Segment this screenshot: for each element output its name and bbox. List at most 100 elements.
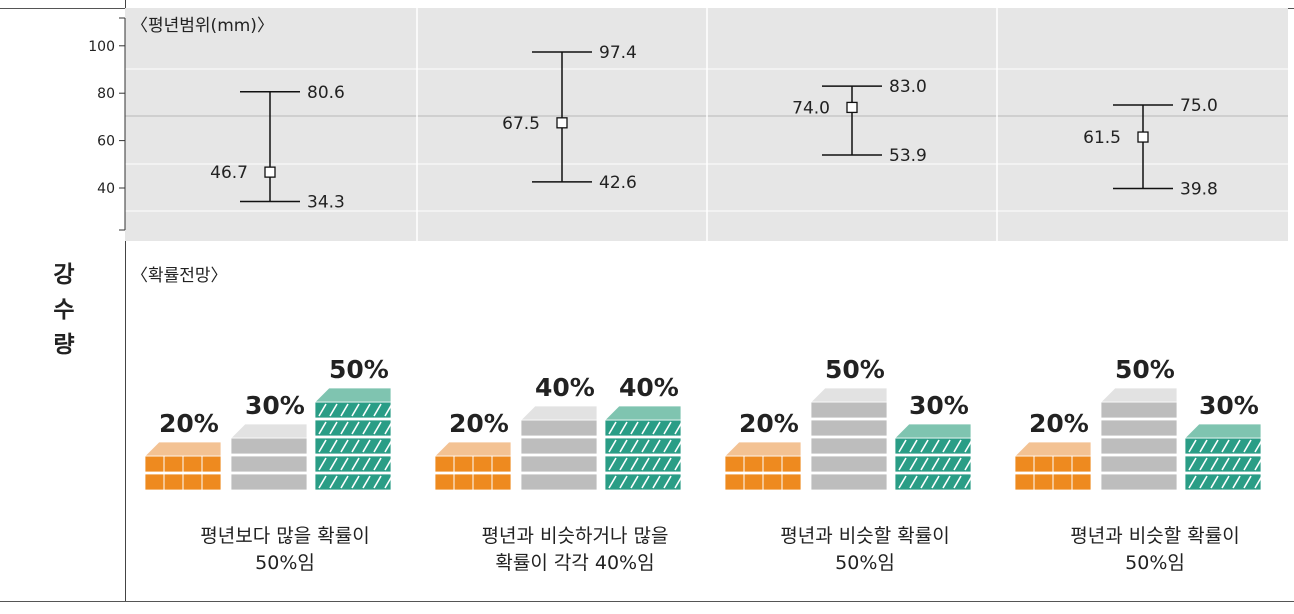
block-hatch [1210, 475, 1219, 489]
probability-blocks [725, 387, 973, 491]
probability-percent-label: 20% [739, 409, 799, 438]
block-hatch [652, 421, 661, 435]
block-hatch [1210, 439, 1219, 453]
block-hatch [362, 475, 371, 489]
block-slab [810, 455, 888, 473]
block-hatch [362, 457, 371, 471]
block-hatch [674, 457, 683, 471]
mid-value-label: 61.5 [1083, 128, 1121, 148]
mid-value-label: 46.7 [210, 163, 248, 183]
probability-percent-label: 30% [909, 391, 969, 420]
block-hatch [1232, 439, 1241, 453]
block-hatch [351, 403, 360, 417]
block-hatch [318, 457, 327, 471]
probability-group: 평년보다 많을 확률이 50%임 20% 30% 50% [145, 320, 425, 590]
block-slab [604, 473, 682, 491]
block-hatch [931, 475, 940, 489]
y-tick-label: 80 [97, 86, 115, 102]
block-hatch [652, 439, 661, 453]
block-hatch [942, 439, 951, 453]
block-hatch [351, 457, 360, 471]
block-hatch [384, 457, 393, 471]
block-slab [1100, 437, 1178, 455]
range-chart-title: 〈평년범위(mm)〉 [131, 16, 274, 36]
block-slab [314, 473, 392, 491]
caption-line: 평년보다 많을 확률이 [200, 525, 370, 547]
probability-group: 평년과 비슷하거나 많을 확률이 각각 40%임 20% 40% 40% [435, 320, 715, 590]
block-slab [1100, 473, 1178, 491]
block-hatch [630, 457, 639, 471]
block-hatch [641, 457, 650, 471]
probability-percent-label: 40% [535, 373, 595, 402]
block-top [230, 423, 308, 439]
block-hatch [329, 421, 338, 435]
block-hatch [1188, 439, 1197, 453]
range-mid-marker [846, 101, 858, 114]
block-hatch [340, 457, 349, 471]
bottom-rule [0, 601, 1294, 602]
block-hatch [318, 403, 327, 417]
block-hatch [674, 421, 683, 435]
block-slab [230, 455, 308, 473]
block-top [145, 441, 222, 457]
range-mid-marker [556, 117, 568, 129]
probability-caption: 평년과 비슷하거나 많을 확률이 각각 40%임 [435, 523, 715, 577]
upper-value-label: 97.4 [599, 43, 637, 63]
block-hatch [1243, 475, 1252, 489]
block-hatch [1221, 457, 1230, 471]
block-hatch [674, 475, 683, 489]
probability-percent-label: 50% [329, 355, 389, 384]
block-hatch [1188, 475, 1197, 489]
block-hatch [652, 457, 661, 471]
block-hatch [953, 475, 962, 489]
block-top [314, 387, 392, 403]
block-hatch [340, 403, 349, 417]
block-slab [894, 455, 972, 473]
block-hatch [1199, 475, 1208, 489]
normal-range-chart: 100 80 60 40 〈평년범위(mm)〉 80.6 34.3 46.7 97.4 42.6 6… [88, 8, 1288, 241]
block-hatch [362, 439, 371, 453]
block-hatch [351, 421, 360, 435]
block-hatch [373, 439, 382, 453]
block-top [810, 387, 888, 403]
block-top [1015, 441, 1092, 457]
block-hatch [909, 457, 918, 471]
block-hatch [663, 439, 672, 453]
block-slab [230, 437, 308, 455]
block-slab [1100, 455, 1178, 473]
block-hatch [920, 439, 929, 453]
probability-percent-label: 20% [159, 409, 219, 438]
block-hatch [329, 403, 338, 417]
block-hatch [351, 439, 360, 453]
block-hatch [909, 439, 918, 453]
block-hatch [318, 439, 327, 453]
block-hatch [652, 475, 661, 489]
block-hatch [373, 403, 382, 417]
block-hatch [1243, 439, 1252, 453]
block-slab [520, 437, 598, 455]
probability-group: 평년과 비슷할 확률이 50%임 20% 50% 30% [1015, 320, 1294, 590]
left-separator [125, 0, 126, 602]
block-hatch [1188, 457, 1197, 471]
block-hatch [619, 475, 628, 489]
block-hatch [898, 439, 907, 453]
probability-caption: 평년보다 많을 확률이 50%임 [145, 523, 425, 577]
block-hatch [1243, 457, 1252, 471]
block-hatch [920, 457, 929, 471]
probability-blocks [435, 405, 683, 491]
section-label-char: 량 [53, 332, 75, 358]
upper-value-label: 75.0 [1180, 96, 1218, 116]
block-hatch [362, 421, 371, 435]
y-tick-label: 60 [97, 134, 115, 150]
block-slab [314, 455, 392, 473]
block-hatch [384, 421, 393, 435]
block-top [520, 405, 598, 421]
block-slab [810, 437, 888, 455]
block-hatch [329, 457, 338, 471]
block-hatch [964, 475, 973, 489]
block-hatch [619, 421, 628, 435]
block-hatch [384, 475, 393, 489]
block-hatch [898, 475, 907, 489]
block-top [1100, 387, 1178, 403]
block-hatch [898, 457, 907, 471]
